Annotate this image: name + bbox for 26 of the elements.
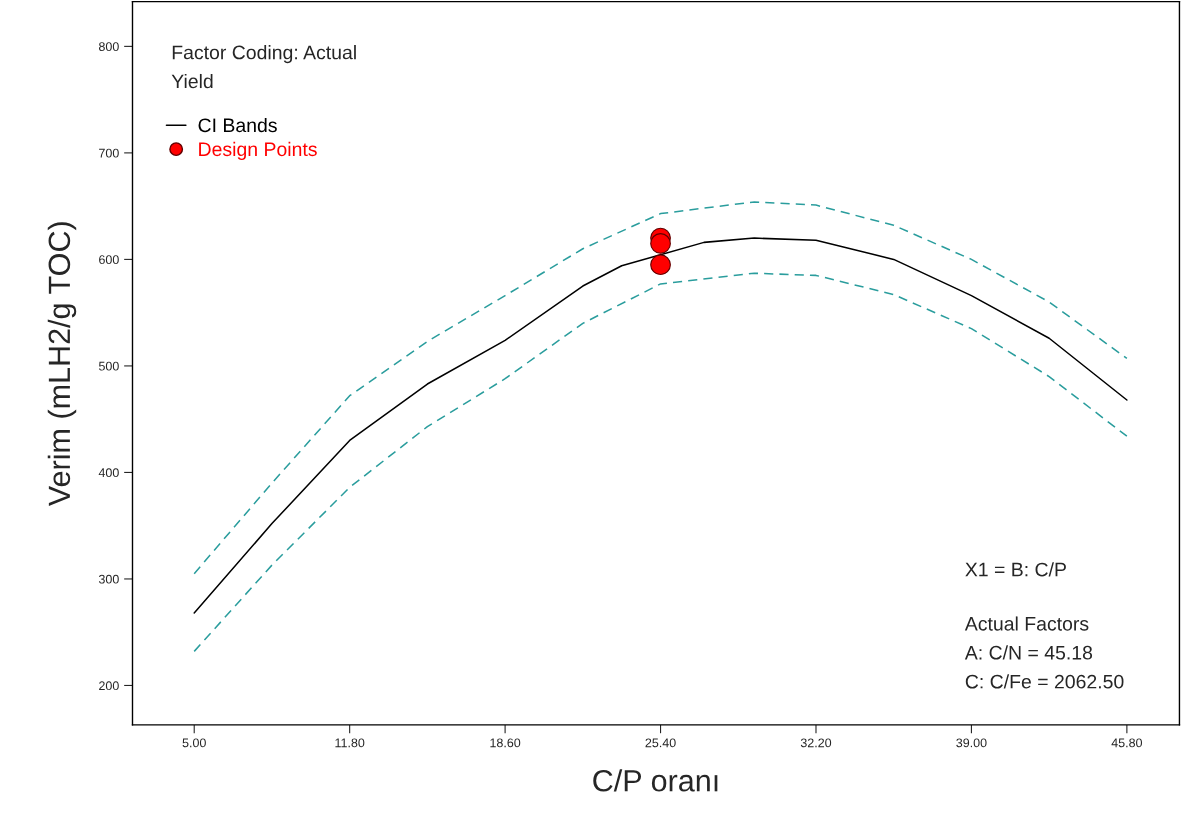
line-series bbox=[193, 201, 1128, 575]
y-tick-label: 800 bbox=[98, 42, 119, 52]
y-tick-label: 700 bbox=[99, 148, 119, 158]
x-tick-label: 32.20 bbox=[800, 738, 832, 748]
y-tick-label: 200 bbox=[99, 681, 119, 691]
x-tick-label: 11.80 bbox=[335, 738, 365, 748]
annotation: C: C/Fe = 2062.50 bbox=[965, 674, 1124, 689]
y-axis-title: Verim (mLH2/g TOC) bbox=[47, 222, 77, 507]
x-tick-label: 45.80 bbox=[1111, 738, 1143, 748]
x-tick-label: 18.60 bbox=[490, 738, 521, 748]
y-tick-label: 400 bbox=[98, 468, 119, 478]
legend-label: CI Bands bbox=[198, 117, 277, 133]
x-tick-label: 39.00 bbox=[956, 738, 987, 748]
annotation: Yield bbox=[171, 73, 213, 89]
x-tick-label: 25.40 bbox=[645, 738, 676, 748]
y-tick-label: 500 bbox=[98, 361, 119, 371]
legend-label: Design Points bbox=[199, 141, 317, 160]
y-tick-label: 600 bbox=[99, 255, 119, 265]
y-tick-label: 300 bbox=[98, 574, 119, 584]
annotation: X1 = B: C/P bbox=[965, 562, 1066, 577]
annotation: Factor Coding: Actual bbox=[172, 45, 356, 64]
annotation: A: C/N = 45.18 bbox=[964, 645, 1093, 660]
x-axis-title: C/P oranı bbox=[593, 769, 718, 792]
line-series bbox=[193, 237, 1128, 614]
x-tick-label: 5.00 bbox=[182, 738, 206, 748]
annotation: Actual Factors bbox=[964, 616, 1089, 631]
